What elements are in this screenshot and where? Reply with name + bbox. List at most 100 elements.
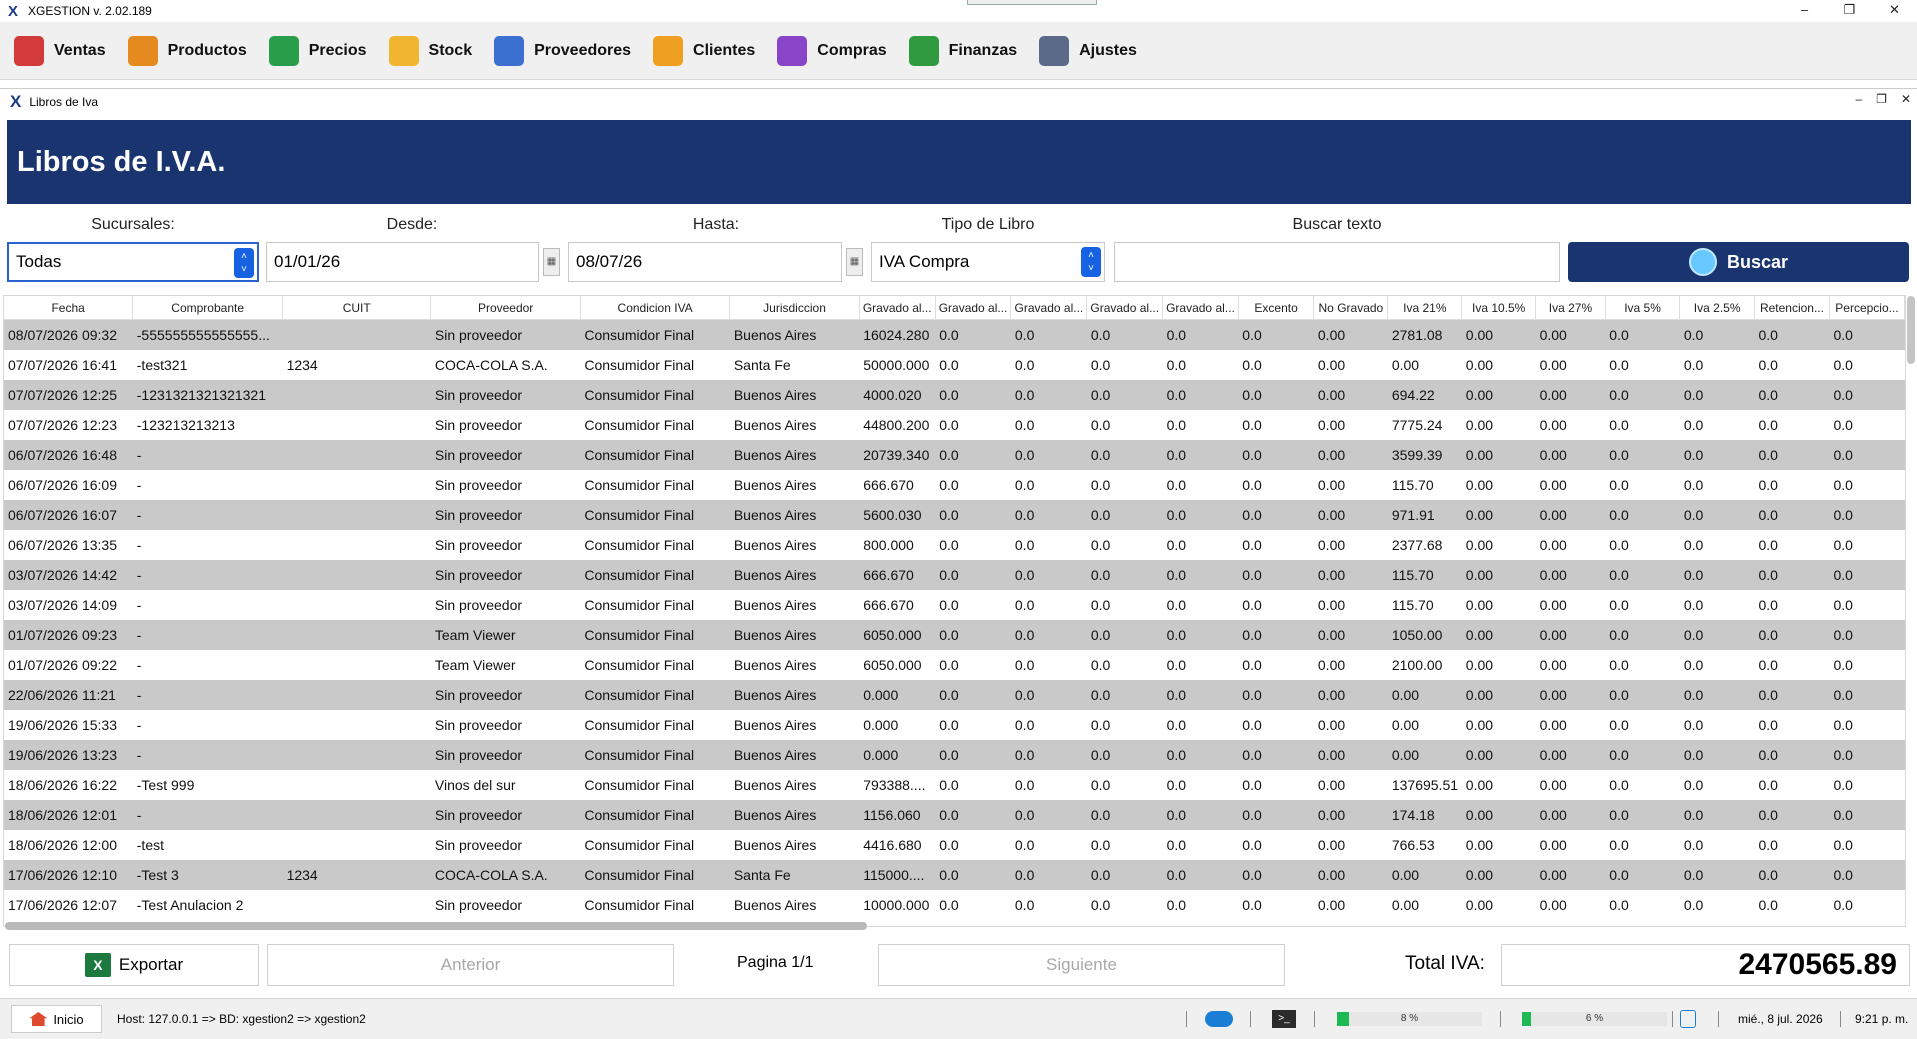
column-header[interactable]: Gravado al...: [935, 296, 1012, 320]
table-row[interactable]: 01/07/2026 09:23- Team Viewer Consumidor F…: [4, 620, 1905, 650]
column-header[interactable]: Gravado al...: [1086, 296, 1164, 320]
restore-icon[interactable]: ❐: [1843, 2, 1856, 17]
table-row[interactable]: 07/07/2026 12:25 -1231321321321321 Sin pro…: [4, 380, 1905, 410]
database-icon[interactable]: [1680, 1010, 1696, 1028]
table-row[interactable]: 06/07/2026 13:35 - Sin proveedor Consumidor…: [4, 530, 1905, 560]
column-header[interactable]: No Gravado: [1313, 296, 1389, 320]
menu-item-finanzas[interactable]: Finanzas: [908, 31, 1017, 71]
column-header[interactable]: Iva 27%: [1535, 296, 1606, 320]
window-restore-icon[interactable]: ❐: [1876, 92, 1887, 106]
table-cell: 0.0: [1758, 357, 1778, 373]
table-cell: 0.00: [1313, 560, 1388, 590]
table-cell: 1234: [282, 860, 431, 890]
sucursales-label: Sucursales:: [91, 216, 175, 233]
vertical-scrollbar[interactable]: [1907, 296, 1915, 364]
column-header[interactable]: Proveedor: [430, 296, 581, 320]
table-row[interactable]: 17/06/2026 12:07 -Test Anulacion 2 Sin pro…: [4, 890, 1905, 920]
desde-date-field[interactable]: 01/01/26: [266, 242, 539, 282]
table-row[interactable]: 06/07/2026 16:48- Sin proveedor Consumidor…: [4, 440, 1905, 470]
table-row[interactable]: 08/07/2026 09:32 -555555555555555... Sin p…: [4, 319, 1905, 350]
column-header[interactable]: Iva 2.5%: [1679, 296, 1755, 320]
table-cell: 0.0: [1010, 380, 1087, 410]
column-header[interactable]: CUIT: [282, 296, 432, 320]
table-row[interactable]: 17/06/2026 12:10 -Test 3 1234 COCA-COLA S.A…: [4, 860, 1905, 890]
hasta-date-field[interactable]: 08/07/26: [568, 242, 842, 282]
minimize-icon[interactable]: –: [1800, 2, 1809, 17]
inicio-button[interactable]: Inicio: [11, 1005, 102, 1033]
table-row[interactable]: 03/07/2026 14:09 - Sin proveedor Consumidor…: [4, 590, 1905, 620]
table-cell: 0.0: [1014, 657, 1035, 673]
column-header[interactable]: Gravado al...: [859, 296, 936, 320]
table-cell: 0.0: [1829, 380, 1905, 410]
table-row[interactable]: 22/06/2026 11:21- Sin proveedor Consumidor…: [4, 680, 1905, 710]
table-cell: 0.0: [1010, 440, 1087, 470]
tab-handle[interactable]: [967, 0, 1097, 5]
column-header[interactable]: Iva 10.5%: [1461, 296, 1537, 320]
table-row[interactable]: 19/06/2026 15:33 - Sin proveedor Consumidor…: [4, 710, 1905, 740]
hasta-calendar-icon[interactable]: ▦: [846, 248, 863, 276]
status-separator: [1250, 1011, 1251, 1027]
column-header[interactable]: Iva 5%: [1605, 296, 1681, 320]
table-row[interactable]: 07/07/2026 12:23 -123213213213 Sin proveed…: [4, 410, 1905, 440]
status-time: 9:21 p. m.: [1855, 1012, 1909, 1026]
column-header[interactable]: Excento: [1238, 296, 1315, 320]
table-row[interactable]: 18/06/2026 12:01- Sin proveedor Consumidor…: [4, 800, 1905, 830]
table-row[interactable]: 18/06/2026 12:00 -test Sin proveedor Consum…: [4, 830, 1905, 860]
column-header[interactable]: Jurisdiccion: [729, 296, 860, 320]
siguiente-button[interactable]: Siguiente: [878, 944, 1285, 986]
menu-item-ventas[interactable]: Ventas: [14, 31, 106, 71]
table-row[interactable]: 06/07/2026 16:09 - Sin proveedor Consumidor…: [4, 470, 1905, 500]
total-iva-label: Total IVA:: [1405, 953, 1485, 974]
column-header[interactable]: Comprobante: [132, 296, 284, 320]
table-cell: [282, 380, 431, 410]
table-row[interactable]: 18/06/2026 16:22 -Test 999 Vinos del sur Co…: [4, 770, 1905, 800]
status-separator: [1840, 1011, 1841, 1027]
column-header[interactable]: Gravado al...: [1162, 296, 1239, 320]
menu-item-compras[interactable]: Compras: [777, 31, 887, 71]
menu-item-ajustes[interactable]: Ajustes: [1039, 31, 1137, 71]
table-row[interactable]: 01/07/2026 09:22 - Team Viewer Consumidor F…: [4, 650, 1905, 680]
table-cell: 0.0: [1014, 897, 1035, 913]
table-row[interactable]: 07/07/2026 16:41 -test321 1234 COCA-COLA S.…: [4, 350, 1905, 380]
table-cell: Sin proveedor: [430, 440, 581, 470]
buscar-texto-input[interactable]: [1114, 242, 1560, 282]
tipo-libro-spinner-icon[interactable]: ˄ ˅: [1081, 247, 1101, 277]
table-cell: 0.00: [1317, 597, 1346, 613]
column-header[interactable]: Retencion...: [1754, 296, 1830, 320]
window-close-icon[interactable]: ✕: [1900, 92, 1911, 106]
table-cell: 0.0: [1758, 537, 1778, 553]
column-header[interactable]: Condicion IVA: [580, 296, 731, 320]
anterior-button[interactable]: Anterior: [267, 944, 674, 986]
table-cell: -Test Anulacion 2: [136, 897, 244, 913]
table-cell: 0.00: [1313, 680, 1388, 710]
exportar-label: Exportar: [118, 955, 184, 974]
column-header[interactable]: Iva 21%: [1387, 296, 1463, 320]
table-cell: Sin proveedor: [434, 717, 523, 733]
menu-item-stock[interactable]: Stock: [388, 31, 472, 71]
sucursales-spinner-icon[interactable]: ˄ ˅: [234, 248, 254, 278]
close-icon[interactable]: ✕: [1889, 2, 1900, 17]
tipo-libro-select[interactable]: IVA Compra ˄ ˅: [871, 242, 1105, 282]
column-header[interactable]: Percepcio...: [1829, 296, 1905, 320]
window-minimize-icon[interactable]: –: [1855, 92, 1863, 106]
page-header-banner: Libros de I.V.A.: [7, 120, 1911, 204]
table-row[interactable]: 03/07/2026 14:42- Sin proveedor Consumidor…: [4, 560, 1905, 590]
buscar-button[interactable]: Buscar: [1568, 242, 1909, 282]
table-cell: 0.00: [1539, 477, 1567, 493]
menu-item-proveedores[interactable]: Proveedores: [494, 31, 631, 71]
terminal-icon[interactable]: >_: [1272, 1010, 1296, 1028]
sucursales-select[interactable]: Todas ˄ ˅: [7, 242, 259, 282]
table-row[interactable]: 06/07/2026 16:07- Sin proveedor Consumidor…: [4, 500, 1905, 530]
menu-item-productos[interactable]: Productos: [127, 31, 247, 71]
column-header[interactable]: Gravado al...: [1010, 296, 1088, 320]
cloud-icon[interactable]: [1205, 1011, 1233, 1027]
exportar-button[interactable]: X Exportar: [9, 944, 259, 986]
menu-item-clientes[interactable]: Clientes: [653, 31, 755, 71]
gift-box-icon: [127, 35, 158, 66]
status-bar: Inicio Host: 127.0.0.1 => BD: xgestion2 …: [0, 998, 1917, 1039]
horizontal-scrollbar[interactable]: [5, 922, 867, 930]
table-row[interactable]: 19/06/2026 13:23- Sin proveedor Consumidor…: [4, 740, 1905, 770]
column-header[interactable]: Fecha: [4, 296, 134, 320]
menu-item-precios[interactable]: Precios: [268, 31, 367, 71]
desde-calendar-icon[interactable]: ▦: [543, 248, 560, 276]
